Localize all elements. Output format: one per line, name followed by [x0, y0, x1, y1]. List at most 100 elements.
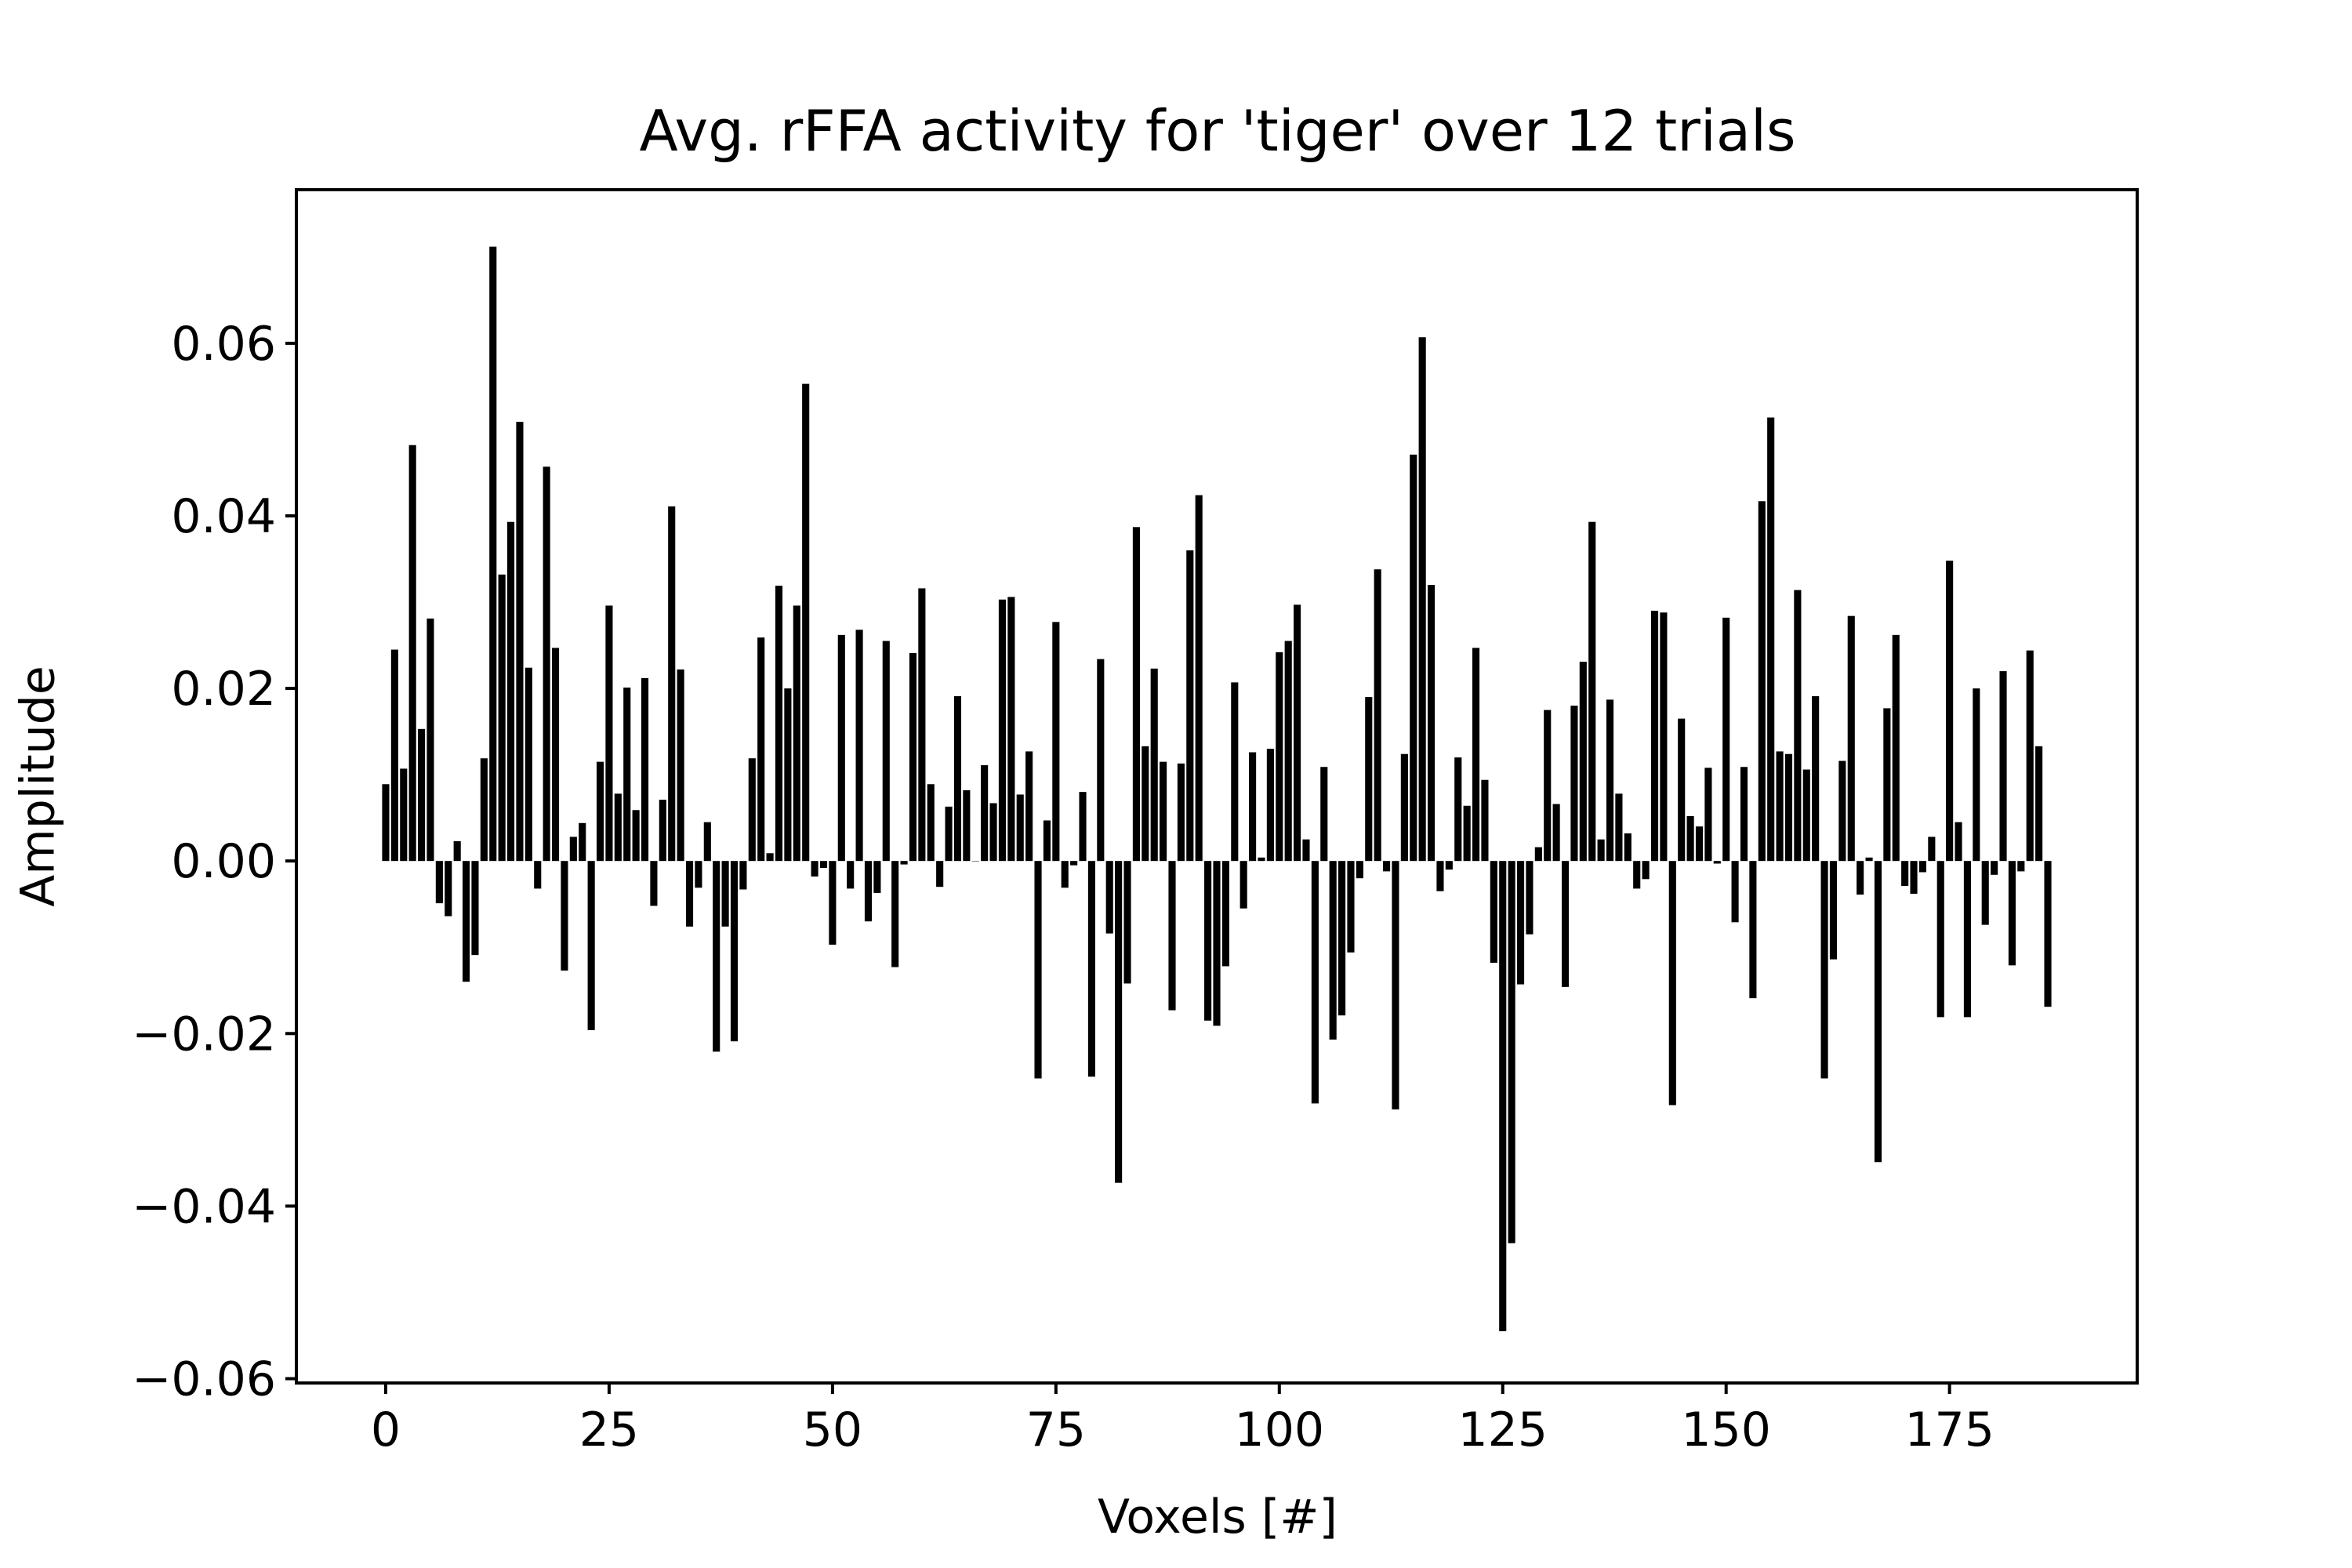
bar-voxel-55	[873, 861, 881, 893]
bar-voxel-80	[1097, 659, 1105, 862]
bar-voxel-108	[1347, 861, 1355, 953]
bar-voxel-165	[1857, 861, 1864, 895]
bar-voxel-107	[1338, 861, 1346, 1016]
bar-voxel-57	[891, 861, 899, 967]
bar-voxel-49	[819, 861, 828, 868]
bar-voxel-36	[703, 822, 711, 862]
bar-voxel-24	[596, 761, 604, 862]
bar-voxel-45	[784, 688, 792, 862]
bar-voxel-15	[516, 422, 524, 862]
bar-voxel-119	[1445, 861, 1453, 870]
bar-voxel-172	[1918, 861, 1927, 873]
bar-voxel-112	[1383, 861, 1391, 872]
bar-voxel-160	[1812, 696, 1820, 862]
y-tick-label: 0.04	[171, 489, 276, 544]
bar-voxel-83	[1123, 861, 1131, 984]
bar-voxel-173	[1928, 837, 1936, 862]
bar-voxel-181	[1999, 671, 2007, 862]
bar-voxel-86	[1150, 668, 1158, 862]
bar-voxel-58	[900, 861, 908, 865]
x-tick-label: 50	[803, 1403, 862, 1457]
bar-voxel-118	[1436, 861, 1444, 891]
bar-voxel-68	[989, 803, 997, 862]
bar-voxel-128	[1526, 861, 1534, 935]
chart-title: Avg. rFFA activity for 'tiger' over 12 t…	[640, 98, 1796, 164]
bar-voxel-114	[1400, 753, 1408, 862]
y-axis: −0.06 −0.04 −0.02 0.00 0.02 0.04 0.06	[132, 317, 296, 1406]
bar-voxel-39	[730, 861, 739, 1042]
x-axis: 0 25 50 75 100 125 150 175	[371, 1383, 1994, 1457]
bar-voxel-30	[650, 861, 658, 906]
bar-voxel-59	[909, 652, 917, 862]
bar-voxel-158	[1794, 590, 1802, 862]
bar-voxel-132	[1561, 861, 1570, 987]
bar-voxel-6	[435, 861, 443, 904]
bar-voxel-170	[1901, 861, 1909, 887]
bar-voxel-98	[1258, 857, 1265, 862]
bar-voxel-180	[1991, 861, 1998, 875]
x-tick-label: 175	[1904, 1403, 1994, 1457]
bar-voxel-9	[463, 861, 470, 982]
y-tick-label: −0.02	[132, 1007, 276, 1062]
bar-voxel-140	[1633, 861, 1641, 889]
bar-voxel-105	[1320, 767, 1328, 862]
bar-voxel-137	[1606, 699, 1614, 862]
bar-voxel-163	[1838, 760, 1846, 862]
bar-voxel-135	[1588, 521, 1596, 862]
bar-voxel-82	[1115, 861, 1123, 1183]
bar-voxel-0	[382, 784, 390, 862]
bar-voxel-152	[1740, 767, 1748, 862]
bar-voxel-69	[998, 599, 1007, 862]
bar-voxel-139	[1624, 833, 1632, 862]
bar-voxel-111	[1374, 569, 1381, 862]
bar-voxel-19	[551, 648, 560, 862]
x-tick-label: 25	[579, 1403, 639, 1457]
bar-voxel-102	[1294, 604, 1301, 862]
bar-voxel-4	[418, 728, 426, 862]
bar-voxel-123	[1481, 779, 1489, 862]
bar-voxel-2	[400, 768, 408, 862]
bar-voxel-97	[1249, 752, 1257, 862]
bar-voxel-150	[1722, 617, 1730, 862]
bar-voxel-131	[1552, 804, 1560, 862]
bar-voxel-104	[1311, 861, 1319, 1104]
bar-voxel-50	[829, 861, 837, 945]
x-tick-label: 0	[371, 1403, 401, 1457]
bar-voxel-64	[953, 696, 962, 862]
bar-voxel-16	[524, 667, 532, 862]
bar-voxel-88	[1168, 861, 1176, 1011]
bar-voxel-126	[1508, 861, 1515, 1243]
bar-voxel-27	[623, 687, 631, 862]
bar-voxel-110	[1365, 697, 1373, 862]
bar-voxel-183	[2017, 861, 2025, 872]
bar-voxel-155	[1767, 417, 1775, 862]
x-tick-label: 125	[1457, 1403, 1548, 1457]
bar-voxel-51	[837, 634, 845, 862]
bar-voxel-130	[1544, 710, 1552, 862]
bar-voxel-149	[1713, 861, 1721, 864]
bar-voxel-129	[1534, 847, 1542, 862]
bar-voxel-142	[1650, 611, 1659, 862]
bar-voxel-87	[1160, 761, 1167, 862]
bar-voxel-75	[1052, 622, 1060, 862]
bar-voxel-113	[1392, 861, 1399, 1110]
bars-group	[382, 246, 2052, 1331]
bar-voxel-121	[1463, 805, 1471, 862]
bar-voxel-127	[1516, 861, 1525, 985]
bar-voxel-90	[1186, 550, 1194, 862]
bar-voxel-18	[543, 466, 550, 862]
x-tick-label: 75	[1026, 1403, 1086, 1457]
bar-voxel-162	[1829, 861, 1838, 960]
bar-voxel-31	[659, 800, 666, 862]
y-axis-label: Amplitude	[11, 666, 66, 906]
bar-voxel-184	[2026, 650, 2034, 862]
bar-voxel-23	[587, 861, 595, 1030]
bar-voxel-147	[1695, 826, 1704, 862]
bar-voxel-161	[1820, 861, 1828, 1079]
bar-voxel-103	[1302, 839, 1310, 862]
y-tick-label: −0.06	[132, 1352, 276, 1406]
bar-voxel-17	[534, 861, 542, 889]
bar-voxel-109	[1356, 861, 1363, 879]
bar-voxel-60	[918, 588, 926, 862]
